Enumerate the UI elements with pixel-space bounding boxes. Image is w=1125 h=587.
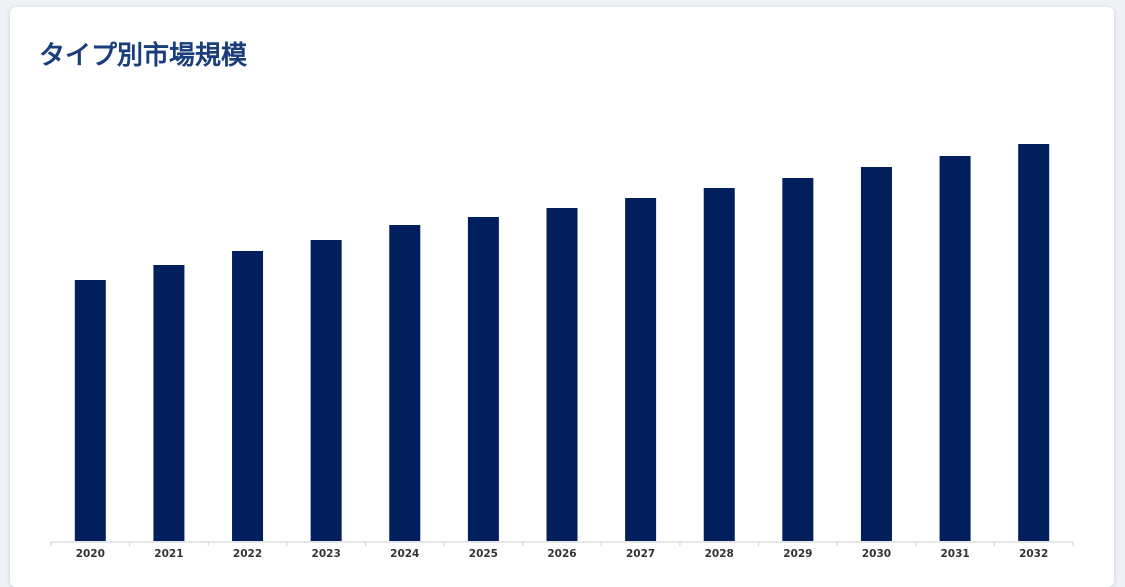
- x-tick-label: 2025: [469, 548, 498, 560]
- bar: [153, 265, 185, 541]
- x-tick-label: 2027: [626, 548, 655, 560]
- bar: [860, 167, 892, 541]
- bar: [389, 225, 421, 541]
- bar: [232, 251, 264, 541]
- x-tick-label: 2031: [940, 548, 969, 560]
- x-tick-label: 2024: [390, 548, 419, 560]
- x-tick-label: 2028: [705, 548, 734, 560]
- x-tick-label: 2032: [1019, 548, 1048, 560]
- bar: [625, 198, 657, 541]
- x-tick-label: 2030: [862, 548, 891, 560]
- bar: [1018, 144, 1050, 541]
- bar: [546, 208, 578, 541]
- bar: [939, 156, 971, 541]
- bar: [782, 178, 814, 541]
- x-tick-label: 2020: [76, 548, 105, 560]
- x-tick-label: 2029: [783, 548, 812, 560]
- chart-title: タイプ別市場規模: [39, 41, 248, 71]
- x-tick-label: 2022: [233, 548, 262, 560]
- bar: [74, 280, 106, 541]
- bar: [467, 217, 499, 541]
- x-tick-label: 2026: [547, 548, 576, 560]
- x-tick-label: 2023: [312, 548, 341, 560]
- x-tick-label: 2021: [154, 548, 183, 560]
- bar: [703, 188, 735, 541]
- bar: [310, 240, 342, 541]
